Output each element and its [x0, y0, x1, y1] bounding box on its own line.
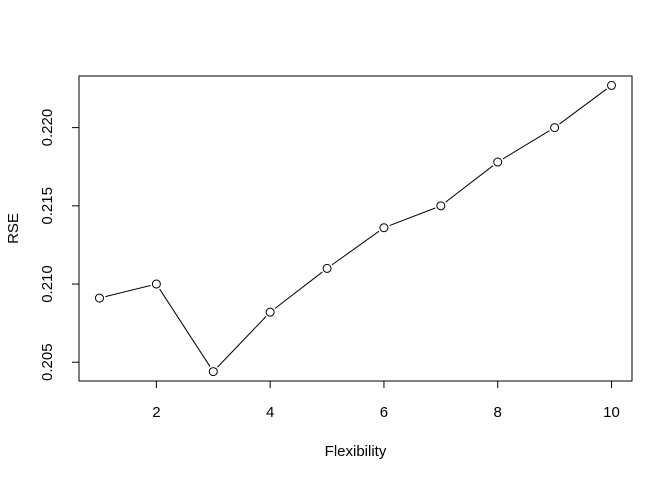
y-tick-label: 0.205 [39, 343, 56, 381]
data-point [607, 80, 617, 90]
x-axis: 2 4 6 8 10 [152, 380, 620, 421]
data-point [322, 263, 332, 273]
x-tick-label: 10 [603, 404, 620, 421]
series-rse [94, 80, 617, 377]
y-axis: 0.205 0.210 0.215 0.220 [39, 109, 80, 381]
x-tick-label: 2 [152, 404, 160, 421]
series-segment [217, 316, 267, 368]
y-tick-label: 0.210 [39, 265, 56, 303]
series-segment [502, 130, 550, 160]
x-tick-label: 8 [494, 404, 502, 421]
x-tick-label: 6 [380, 404, 388, 421]
y-tick-label: 0.215 [39, 187, 56, 225]
series-segment [331, 230, 380, 266]
data-point [151, 279, 161, 289]
series-segment [159, 288, 211, 367]
data-point [436, 201, 446, 211]
series-segment [559, 88, 607, 125]
x-tick-label: 4 [266, 404, 274, 421]
y-axis-label: RSE [5, 213, 22, 244]
plot-box [78, 75, 633, 382]
x-axis-label: Flexibility [325, 443, 387, 460]
data-point [208, 367, 218, 377]
series-segment [389, 207, 436, 227]
y-tick-label: 0.220 [39, 109, 56, 147]
data-point [379, 223, 389, 233]
series-segment [274, 271, 323, 309]
data-point [493, 157, 503, 167]
data-point [550, 123, 560, 133]
series-segment [445, 165, 494, 203]
series-segment [105, 284, 151, 298]
data-point [94, 293, 104, 303]
data-point [265, 307, 275, 317]
